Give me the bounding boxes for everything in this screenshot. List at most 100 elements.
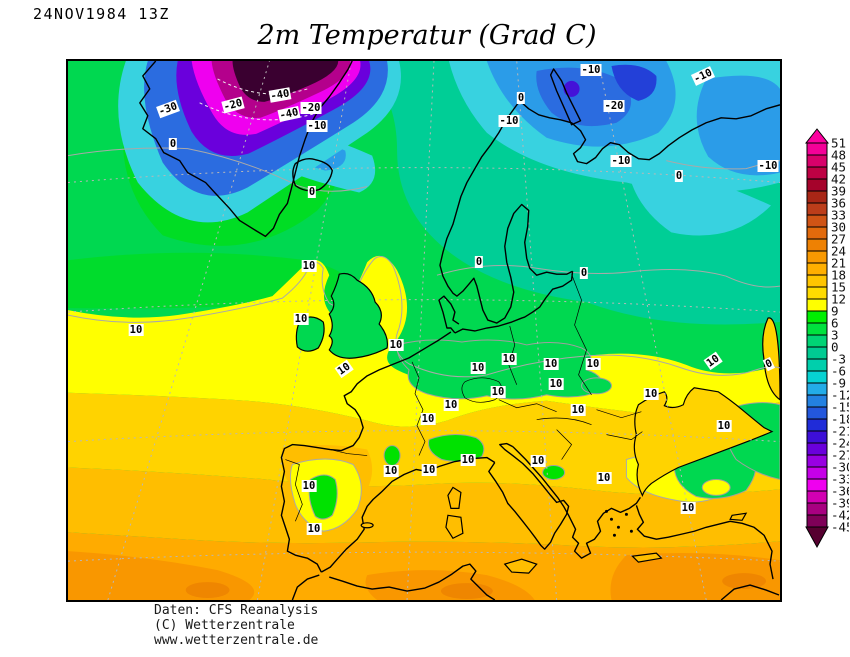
colorbar-segment	[806, 394, 828, 408]
run-date-label: 24NOV1984 13Z	[33, 5, 170, 23]
colorbar-segment	[806, 430, 828, 444]
islands	[295, 272, 748, 574]
colorbar-segment	[806, 178, 828, 192]
attribution-line: (C) Wetterzentrale	[154, 618, 295, 633]
colorbar-tick-label: -42	[831, 508, 849, 523]
colorbar-segment	[806, 358, 828, 372]
coast-sicily	[503, 558, 538, 574]
colorbar-tick-label: -45	[831, 520, 849, 535]
country-borders	[285, 274, 643, 522]
coast-crete	[631, 552, 663, 563]
region-arctic-cold	[357, 61, 780, 325]
colorbar-segment	[806, 214, 828, 228]
colorbar-tick-label: -30	[831, 460, 849, 475]
colorbar-segment	[806, 502, 828, 516]
colorbar-tick-label: -3	[831, 352, 846, 367]
colorbar-tick-label: -18	[831, 412, 849, 427]
colorbar-tick-label: 51	[831, 136, 846, 151]
region-black-sea	[633, 387, 774, 497]
colorbar-segment	[806, 274, 828, 288]
colorbar-tick-label: 18	[831, 268, 846, 283]
colorbar-segment	[806, 190, 828, 204]
colorbar-segment	[806, 490, 828, 504]
weather-map: -30 -20 -40 -40 -20 -10 0 0 -10 0 -10 -20 -10 -10 0 -10…	[66, 59, 782, 602]
coastlines	[139, 61, 780, 600]
colorbar-tick-label: 36	[831, 196, 846, 211]
colorbar-tick-label: -33	[831, 472, 849, 487]
colorbar-tick-label: -6	[831, 364, 846, 379]
colorbar-tick-label: 45	[831, 160, 846, 175]
colorbar-segment	[806, 154, 828, 168]
map-canvas	[68, 61, 780, 600]
coast-spain-med	[320, 456, 496, 573]
coast-novaya-zemlya	[549, 68, 582, 126]
colorbar-segment	[806, 418, 828, 432]
colorbar-segment	[806, 442, 828, 456]
coast-cyprus	[729, 512, 748, 521]
page-title: 2m Temperatur (Grad C)	[257, 20, 597, 51]
colorbar-tick-label: -27	[831, 448, 849, 463]
temperature-colorbar: 51484542393633302724211815129630-3-6-9-1…	[804, 128, 849, 549]
coast-britain	[328, 272, 389, 359]
coast-greenland	[139, 61, 353, 238]
colorbar-tick-label: 12	[831, 292, 846, 307]
coast-italy	[488, 442, 570, 550]
colorbar-tick-label: 30	[831, 220, 846, 235]
colorbar-tick-label: -12	[831, 388, 849, 403]
coast-barents	[519, 100, 780, 165]
attribution-line: www.wetterzentrale.de	[154, 633, 319, 648]
colorbar-tick-label: -9	[831, 376, 846, 391]
colorbar-segment	[806, 166, 828, 180]
colorbar-segment	[806, 286, 828, 300]
colorbar-segment	[806, 454, 828, 468]
colorbar-tick-label: -24	[831, 436, 849, 451]
colorbar-segment	[806, 310, 828, 324]
colorbar-tick-label: -36	[831, 484, 849, 499]
colorbar-segment	[806, 334, 828, 348]
colorbar-tick-label: 21	[831, 256, 846, 271]
attribution-line: Daten: CFS Reanalysis	[154, 603, 319, 618]
colorbar-segment	[806, 262, 828, 276]
colorbar-tick-label: 24	[831, 244, 846, 259]
colorbar-tick-label: 15	[831, 280, 846, 295]
colorbar-tick-label: 0	[831, 340, 839, 355]
region-amber-band	[68, 467, 780, 548]
coast-iceland	[292, 158, 333, 192]
colorbar-segment	[806, 514, 828, 528]
colorbar-tick-label: 42	[831, 172, 846, 187]
coast-levant	[720, 584, 780, 600]
coast-turkey	[635, 505, 774, 580]
colorbar-tick-label: 3	[831, 328, 839, 343]
colorbar-segment	[806, 382, 828, 396]
colorbar-tick-label: 39	[831, 184, 846, 199]
coast-balkan-greece	[512, 446, 641, 559]
colorbar-segment	[806, 346, 828, 360]
colorbar-segment	[806, 406, 828, 420]
colorbar-segment	[806, 370, 828, 384]
coast-north-africa	[329, 563, 496, 600]
colorbar-tick-label: -21	[831, 424, 849, 439]
colorbar-tick-label: 27	[831, 232, 846, 247]
colorbar-tick-label: 6	[831, 316, 839, 331]
attribution: Daten: CFS Reanalysis (C) Wetterzentrale w…	[154, 603, 318, 648]
coast-scandinavia	[439, 100, 573, 324]
coast-north-africa-west	[291, 574, 320, 600]
coast-ireland	[295, 316, 325, 352]
colorbar-tick-label: 48	[831, 148, 846, 163]
colorbar-tick-label: 33	[831, 208, 846, 223]
colorbar-segment	[806, 226, 828, 240]
coast-denmark	[438, 295, 460, 334]
colorbar-arrow-bottom	[805, 526, 829, 549]
colorbar-arrow-top	[804, 128, 830, 144]
coast-west-europe	[280, 331, 452, 573]
coast-corsica	[447, 486, 462, 509]
colorbar-tick-label: -39	[831, 496, 849, 511]
colorbar-segment	[806, 142, 828, 156]
colorbar-tick-label: 9	[831, 304, 839, 319]
colorbar-segment	[806, 250, 828, 264]
colorbar-segment	[806, 298, 828, 312]
colorbar-segment	[806, 202, 828, 216]
coast-sardinia	[445, 514, 464, 540]
colorbar-tick-label: -15	[831, 400, 849, 415]
colorbar-segment	[806, 478, 828, 492]
